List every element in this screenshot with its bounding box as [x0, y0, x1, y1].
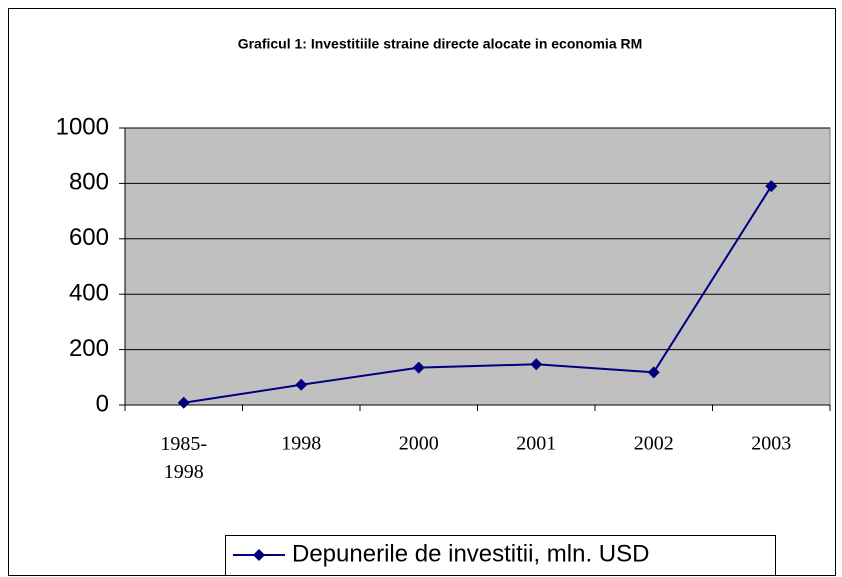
y-tick-label: 0: [96, 390, 109, 417]
legend-label: Depunerile de investitii, mln. USD: [292, 540, 649, 567]
y-tick-label: 1000: [56, 113, 109, 140]
y-tick-label: 800: [69, 169, 109, 196]
x-tick-label: 2003: [751, 433, 791, 455]
series-line: [183, 185, 773, 404]
plot-area: [124, 127, 831, 406]
point-marker: [412, 361, 425, 374]
x-tick-label: 2000: [399, 433, 439, 455]
point-marker: [765, 180, 778, 193]
chart-title: Graficul 1: Investitiile straine directe…: [238, 36, 643, 52]
x-tick-label: 2002: [634, 433, 674, 455]
x-tick-label: 2001: [516, 433, 556, 455]
point-marker: [177, 396, 190, 409]
x-tick-label: 1998: [281, 433, 321, 455]
legend-marker: [253, 549, 265, 561]
point-marker: [295, 378, 308, 391]
point-marker: [647, 366, 660, 379]
y-tick-label: 200: [69, 335, 109, 362]
legend-box: [225, 535, 776, 576]
x-tick-label: 1985-1998: [160, 433, 207, 483]
y-tick-label: 600: [69, 224, 109, 251]
point-marker: [530, 358, 543, 371]
y-tick-label: 400: [69, 280, 109, 307]
